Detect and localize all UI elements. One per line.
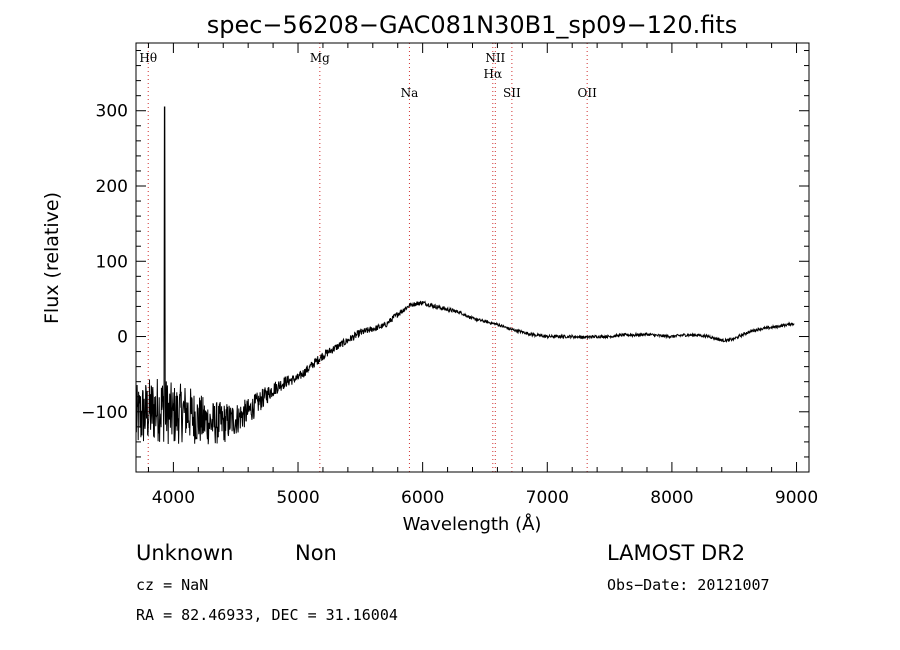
spectral-line-label: Mg (310, 51, 330, 65)
spectral-line-label: NII (485, 51, 505, 65)
x-tick-label: 6000 (401, 488, 444, 508)
object-subclass: Non (295, 541, 337, 565)
spectral-line-label: Hα (484, 67, 503, 81)
spectrum-layer (135, 106, 795, 445)
y-tick-label: 200 (96, 177, 128, 197)
x-tick-label: 5000 (276, 488, 319, 508)
y-axis-label: Flux (relative) (41, 192, 63, 324)
spectral-line-label: OII (577, 86, 597, 100)
redshift-cz: cz = NaN (136, 576, 208, 594)
y-tick-label: 0 (117, 328, 128, 348)
y-tick-label: 300 (96, 102, 128, 122)
y-tick-label: 100 (96, 252, 128, 272)
x-tick-label: 4000 (152, 488, 195, 508)
observation-date: Obs−Date: 20121007 (607, 576, 770, 594)
object-class: Unknown (136, 541, 233, 565)
spectral-line-label: SII (503, 86, 521, 100)
spectral-line-label: Na (401, 86, 419, 100)
axes-layer: 4000 5000 6000 7000 8000 9000 −100 0 100 200 300 (81, 42, 818, 508)
x-axis-label: Wavelength (Å) (403, 513, 542, 535)
x-tick-label: 7000 (526, 488, 569, 508)
spectrum-line (135, 106, 795, 445)
x-tick-label: 8000 (650, 488, 693, 508)
coordinates: RA = 82.46933, DEC = 31.16004 (136, 606, 398, 624)
x-tick-label: 9000 (775, 488, 818, 508)
survey-name: LAMOST DR2 (607, 541, 745, 565)
y-tick-label: −100 (81, 403, 128, 423)
chart-title: spec−56208−GAC081N30B1_sp09−120.fits (207, 11, 738, 39)
spectral-line-label: Hθ (139, 51, 157, 65)
